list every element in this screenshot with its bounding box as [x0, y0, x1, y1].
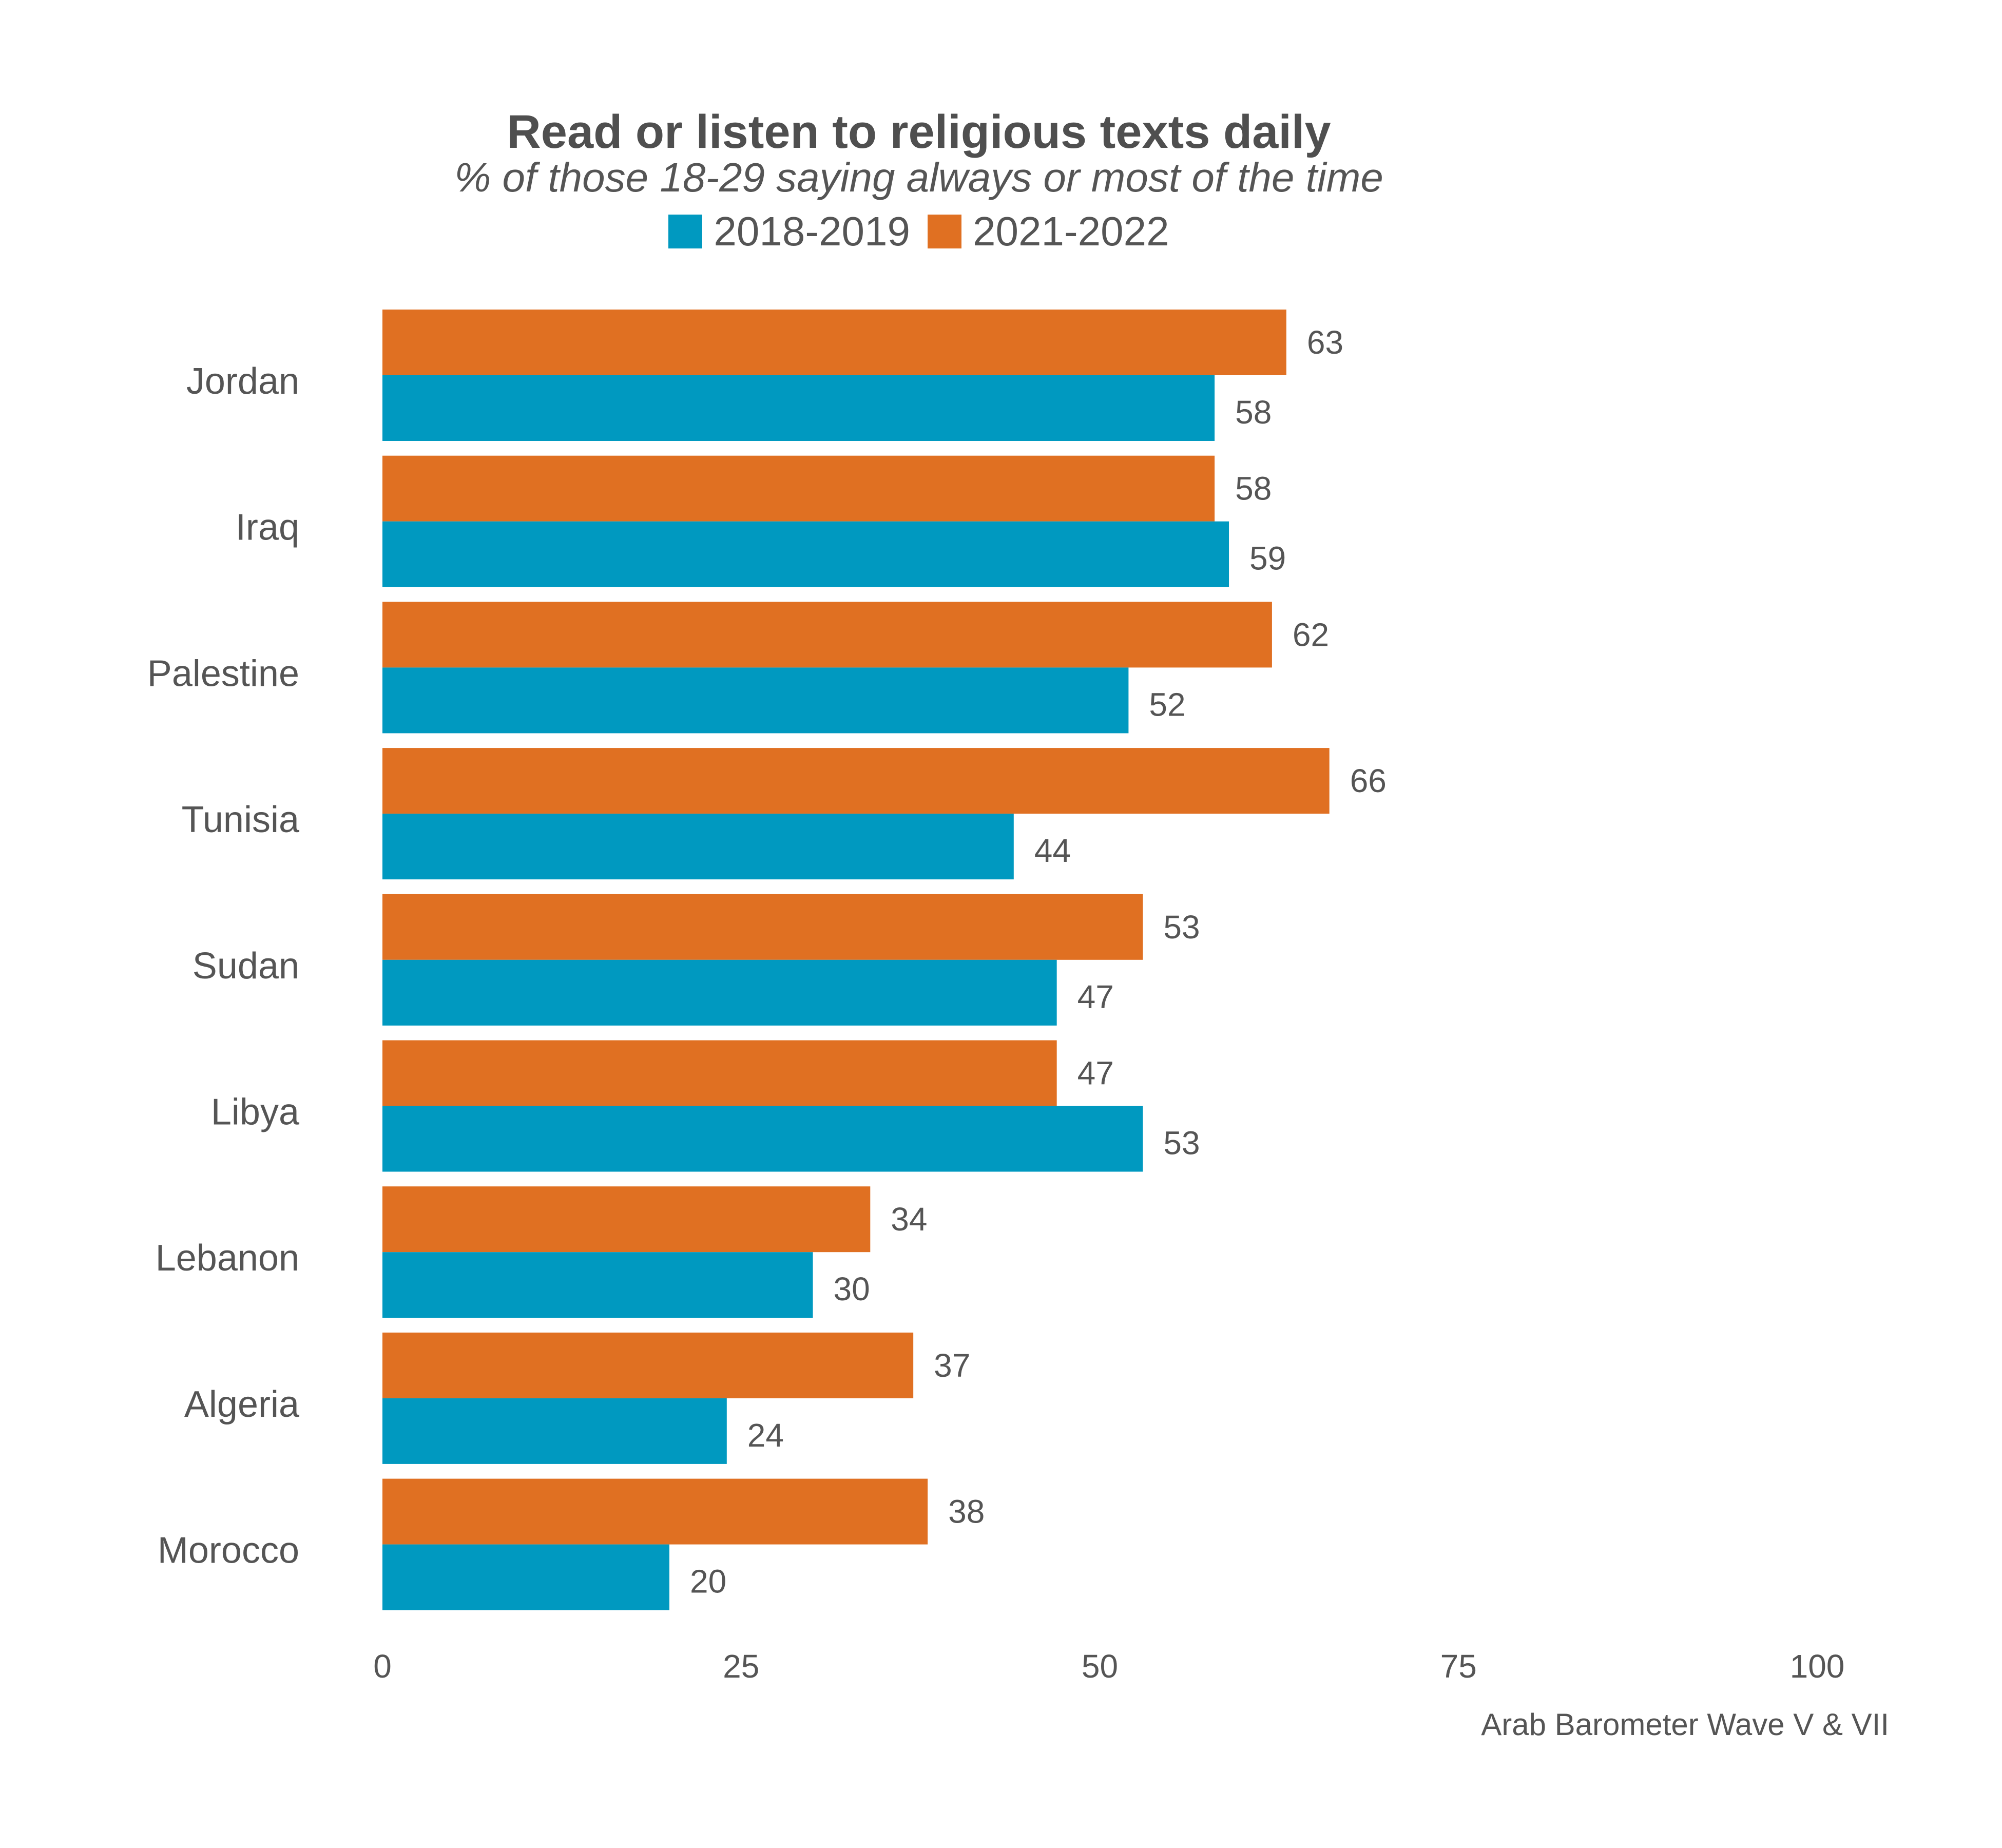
data-label-2018-2019-tunisia: 44: [1034, 832, 1071, 869]
x-tick-label-0: 0: [373, 1648, 392, 1685]
bar-2018-2019-morocco: [382, 1544, 669, 1610]
legend-label-2018-2019: 2018-2019: [714, 208, 910, 254]
bar-2021-2022-sudan: [382, 894, 1143, 960]
legend-item-2021-2022: 2021-2022: [928, 208, 1169, 255]
legend-swatch-2018-2019: [668, 215, 703, 248]
category-label-lebanon: Lebanon: [156, 1238, 299, 1279]
data-label-2018-2019-algeria: 24: [747, 1417, 784, 1454]
data-label-2021-2022-sudan: 53: [1163, 909, 1200, 946]
data-label-2018-2019-morocco: 20: [690, 1563, 726, 1600]
bar-2018-2019-palestine: [382, 667, 1129, 734]
data-label-2018-2019-libya: 53: [1163, 1125, 1200, 1162]
data-label-2021-2022-morocco: 38: [948, 1493, 985, 1530]
category-label-palestine: Palestine: [147, 653, 299, 694]
x-tick-label-25: 25: [723, 1648, 759, 1685]
data-label-2018-2019-iraq: 59: [1249, 540, 1286, 577]
source-note: Arab Barometer Wave V & VII: [1481, 1707, 1889, 1742]
legend-item-2018-2019: 2018-2019: [668, 208, 910, 255]
category-label-algeria: Algeria: [184, 1384, 300, 1425]
bar-2021-2022-iraq: [382, 455, 1215, 522]
chart-title: Read or listen to religious texts daily: [507, 106, 1331, 158]
category-label-sudan: Sudan: [192, 946, 299, 987]
bar-2021-2022-tunisia: [382, 748, 1330, 814]
category-label-tunisia: Tunisia: [182, 799, 300, 840]
bar-2018-2019-sudan: [382, 959, 1057, 1026]
bar-2018-2019-lebanon: [382, 1252, 813, 1318]
bar-2018-2019-tunisia: [382, 814, 1014, 880]
bar-2018-2019-jordan: [382, 375, 1215, 441]
legend-swatch-2021-2022: [928, 215, 961, 248]
data-label-2018-2019-sudan: 47: [1077, 978, 1114, 1015]
data-label-2018-2019-palestine: 52: [1149, 686, 1185, 723]
data-label-2021-2022-tunisia: 66: [1350, 762, 1387, 799]
category-label-libya: Libya: [211, 1092, 300, 1133]
bar-2021-2022-libya: [382, 1040, 1057, 1106]
legend-label-2021-2022: 2021-2022: [973, 208, 1169, 254]
data-label-2021-2022-palestine: 62: [1293, 616, 1329, 653]
bar-2021-2022-lebanon: [382, 1186, 871, 1253]
data-label-2018-2019-jordan: 58: [1235, 394, 1272, 431]
data-label-2021-2022-jordan: 63: [1307, 324, 1343, 361]
data-label-2021-2022-lebanon: 34: [891, 1201, 927, 1238]
data-label-2021-2022-libya: 47: [1077, 1055, 1114, 1092]
category-label-iraq: Iraq: [236, 507, 299, 548]
data-label-2021-2022-iraq: 58: [1235, 470, 1272, 507]
bar-2018-2019-algeria: [382, 1398, 727, 1464]
bar-2021-2022-jordan: [382, 310, 1286, 375]
chart-subtitle: % of those 18-29 saying always or most o…: [454, 155, 1383, 200]
bar-2021-2022-algeria: [382, 1332, 914, 1398]
x-tick-label-75: 75: [1440, 1648, 1477, 1685]
x-tick-label-50: 50: [1082, 1648, 1118, 1685]
data-label-2018-2019-lebanon: 30: [834, 1270, 870, 1307]
x-tick-label-100: 100: [1790, 1648, 1845, 1685]
legend: 2018-2019 2021-2022: [0, 208, 1838, 255]
bar-2021-2022-morocco: [382, 1478, 928, 1545]
bar-2021-2022-palestine: [382, 602, 1272, 668]
category-label-morocco: Morocco: [158, 1530, 299, 1571]
bar-2018-2019-iraq: [382, 521, 1229, 587]
bar-2018-2019-libya: [382, 1106, 1143, 1172]
data-label-2021-2022-algeria: 37: [934, 1347, 970, 1384]
category-label-jordan: Jordan: [186, 361, 299, 402]
